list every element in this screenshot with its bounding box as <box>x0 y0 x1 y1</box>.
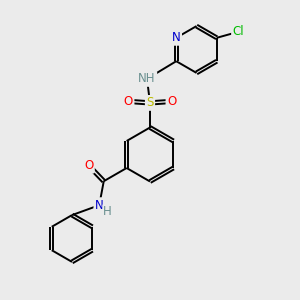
Text: Cl: Cl <box>232 25 244 38</box>
Text: N: N <box>172 31 181 44</box>
Text: O: O <box>167 95 176 108</box>
Text: O: O <box>124 95 133 108</box>
Text: NH: NH <box>138 72 156 86</box>
Text: H: H <box>103 205 112 218</box>
Text: S: S <box>146 96 154 110</box>
Text: N: N <box>95 199 103 212</box>
Text: O: O <box>84 159 93 172</box>
